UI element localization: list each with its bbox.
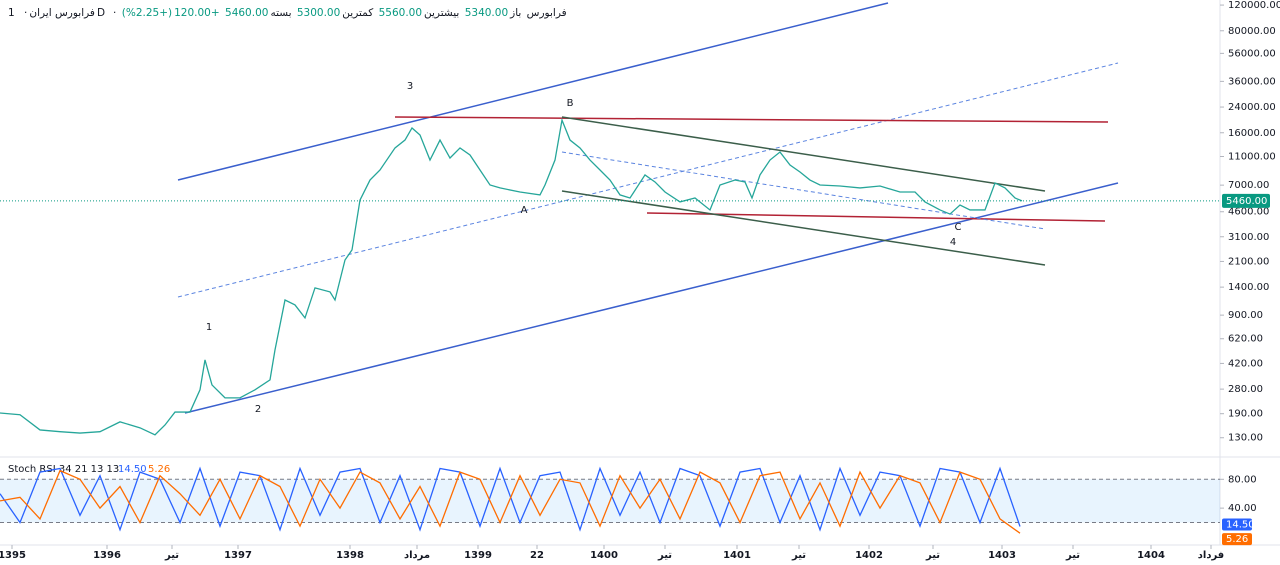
y-tick-label: 16000.00 — [1228, 128, 1276, 139]
y-tick-label: 36000.00 — [1228, 76, 1276, 87]
y-tick-label: 56000.00 — [1228, 48, 1276, 59]
trend-line[interactable] — [561, 190, 1046, 266]
trend-line[interactable] — [177, 2, 889, 181]
x-tick-label: 1395 — [0, 550, 26, 561]
y-tick-label: 190.00 — [1228, 409, 1263, 420]
y-tick-label: 80.00 — [1228, 474, 1257, 485]
value-badge — [1222, 533, 1252, 546]
price-badge-label: 5460.00 — [1226, 196, 1267, 207]
y-tick-label: 280.00 — [1228, 384, 1263, 395]
value-badge-label: 14.50 — [1226, 520, 1255, 531]
high: 5560.00 — [378, 7, 423, 19]
legend-value: 14.50 — [118, 464, 147, 475]
y-tick-label: 120000.00 — [1228, 0, 1280, 11]
y-tick-label: 900.00 — [1228, 310, 1263, 321]
symbol: فرابورس ایران — [29, 7, 95, 19]
open: 5340.00 — [464, 7, 509, 19]
y-tick-label: 620.00 — [1228, 334, 1263, 345]
trend-line[interactable] — [561, 116, 1046, 192]
low: 5300.00 — [296, 7, 341, 19]
wave-label: 2 — [255, 404, 261, 415]
wave-labels: 1 2 3 4 A B C — [206, 81, 962, 415]
close: 5460.00 — [225, 7, 269, 19]
change-pct: (+2.25%) — [121, 7, 173, 19]
x-tick-label: 1397 — [224, 550, 252, 561]
close-label: بسته — [270, 7, 292, 19]
wave-label: A — [521, 205, 528, 216]
trend-line[interactable] — [394, 116, 1109, 123]
legend-value: 5.26 — [148, 464, 170, 475]
low-label: کمترین — [342, 7, 374, 19]
y-tick-label: 420.00 — [1228, 358, 1263, 369]
x-tick-label: 1403 — [988, 550, 1016, 561]
x-tick-label: 1400 — [590, 550, 618, 561]
y-tick-label: 80000.00 — [1228, 26, 1276, 37]
y-tick-label: 24000.00 — [1228, 102, 1276, 113]
change: +120.00 — [174, 7, 220, 19]
x-tick-label: فرداد — [1198, 550, 1224, 561]
y-tick-label: 40.00 — [1228, 503, 1257, 514]
x-tick-label: تیر — [791, 550, 806, 561]
price-line — [0, 466, 1021, 532]
wave-label: C — [955, 222, 962, 233]
x-tick-label: تیر — [1065, 550, 1080, 561]
wave-label: B — [567, 98, 574, 109]
trend-line[interactable] — [184, 182, 1119, 414]
y-tick-label: 4600.00 — [1228, 207, 1269, 218]
price-line — [0, 469, 1021, 534]
y-tick-label: 1400.00 — [1228, 282, 1269, 293]
header: فرابورس ایران· 1D · فرابورس باز5340.00 بی… — [8, 7, 567, 19]
x-tick-label: تیر — [925, 550, 940, 561]
x-tick-label: 22 — [530, 550, 544, 561]
x-tick-label: 1402 — [855, 550, 883, 561]
y-tick-label: 2100.00 — [1228, 256, 1269, 267]
y-tick-label: 3100.00 — [1228, 232, 1269, 243]
x-tick-label: 1399 — [464, 550, 492, 561]
open-label: باز — [510, 7, 522, 19]
y-tick-label: 11000.00 — [1228, 151, 1276, 162]
x-tick-label: 1398 — [336, 550, 364, 561]
x-tick-label: 1404 — [1137, 550, 1165, 561]
trend-line[interactable] — [561, 151, 1046, 230]
interval[interactable]: 1D — [8, 7, 106, 19]
drawings — [177, 2, 1119, 414]
value-badge — [1222, 518, 1252, 531]
x-tick-label: تیر — [164, 550, 179, 561]
y-tick-label: 130.00 — [1228, 433, 1263, 444]
indicator-title: Stoch RSI 34 21 13 13 — [8, 464, 119, 475]
x-tick-label: تیر — [657, 550, 672, 561]
x-tick-label: 1401 — [723, 550, 751, 561]
high-label: بیشترین — [424, 7, 460, 19]
wave-label: 3 — [407, 81, 413, 92]
y-tick-label: 7000.00 — [1228, 180, 1269, 191]
price-line — [0, 117, 1023, 436]
price-badge — [1222, 193, 1270, 208]
exchange: فرابورس — [526, 7, 567, 19]
trend-line[interactable] — [177, 62, 1119, 298]
wave-label: 1 — [206, 322, 212, 333]
value-badge-label: 5.26 — [1226, 534, 1248, 545]
x-tick-label: مرداد — [404, 550, 430, 561]
wave-label: 4 — [950, 237, 956, 248]
trend-line[interactable] — [646, 212, 1106, 222]
x-tick-label: 1396 — [93, 550, 121, 561]
